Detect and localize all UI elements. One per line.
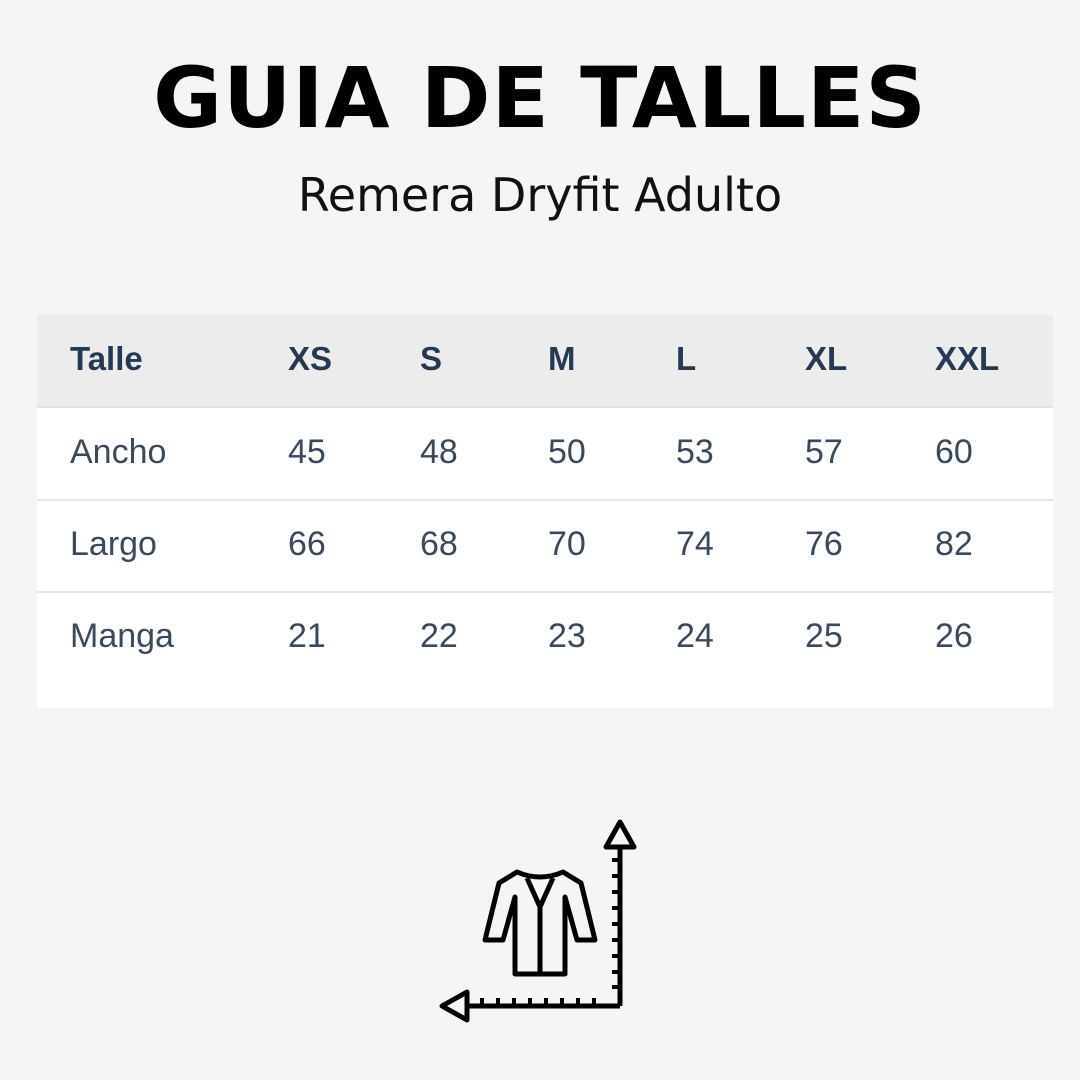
- page-subtitle: Remera Dryfit Adulto: [297, 168, 783, 222]
- garment-measurement-icon: [439, 819, 637, 1023]
- table-header-row: Talle XS S M L XL XXL: [37, 315, 1053, 408]
- row-label: Ancho: [70, 433, 167, 471]
- column-header: Talle: [70, 340, 143, 377]
- table-cell: 26: [935, 617, 973, 655]
- table-cell: 68: [420, 525, 458, 563]
- table-cell: 48: [420, 433, 458, 471]
- table-cell: 66: [288, 525, 326, 563]
- row-label: Largo: [70, 525, 157, 563]
- table-cell: 45: [288, 433, 326, 471]
- table-cell: 57: [805, 433, 843, 471]
- table-cell: 53: [676, 433, 714, 471]
- table-cell: 21: [288, 617, 326, 655]
- column-header: XL: [805, 340, 848, 377]
- column-header: XXL: [935, 340, 1000, 377]
- table-cell: 24: [676, 617, 714, 655]
- table-cell: 50: [548, 433, 586, 471]
- column-header: M: [548, 340, 576, 377]
- column-header: XS: [288, 340, 333, 377]
- table-cell: 70: [548, 525, 586, 563]
- table-row: Largo 66 68 70 74 76 82: [37, 500, 1053, 593]
- table-cell: 76: [805, 525, 843, 563]
- table-cell: 23: [548, 617, 586, 655]
- table-cell: 60: [935, 433, 973, 471]
- table-cell: 74: [676, 525, 714, 563]
- column-header: S: [420, 340, 443, 377]
- table-cell: 82: [935, 525, 973, 563]
- page-title: GUIA DE TALLES: [153, 49, 927, 147]
- table-row: Manga 21 22 23 24 25 26: [37, 592, 1053, 684]
- size-table: Talle XS S M L XL XXL Ancho 45 48 50 53 …: [37, 315, 1053, 708]
- table-cell: 22: [420, 617, 458, 655]
- table-row: Ancho 45 48 50 53 57 60: [37, 408, 1053, 501]
- row-label: Manga: [70, 617, 174, 655]
- table-cell: 25: [805, 617, 843, 655]
- column-header: L: [676, 340, 697, 377]
